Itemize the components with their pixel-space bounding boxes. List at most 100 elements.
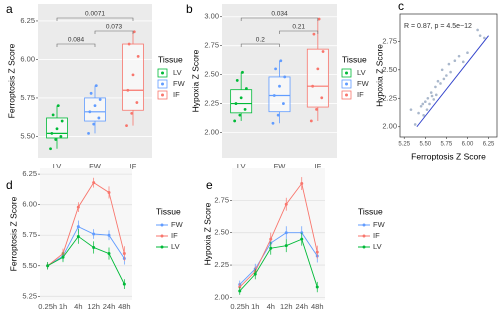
point [269,246,273,250]
point [92,122,96,126]
point [130,111,134,115]
y-tick-label: 2.25 [204,99,219,108]
point [54,138,58,141]
legend-dot [345,71,348,75]
point [409,108,413,111]
bracket [279,30,319,34]
point [483,36,486,40]
legend-dot [345,93,348,97]
x-tick-label: 48h [118,302,131,311]
p-value: 0.0071 [85,11,105,18]
x-tick-label: LV [53,162,62,171]
point [61,255,65,259]
x-tick-label: 1h [251,302,259,311]
point [284,202,288,206]
panel-letter: b [186,2,193,16]
point [284,231,288,235]
point [461,60,465,64]
point [92,181,96,185]
y-tick-label: 3.00 [204,12,219,21]
point [127,42,131,46]
point [271,121,275,125]
bracket [56,17,134,21]
y-tick-label: 5.75 [22,230,37,239]
series-line [239,182,318,288]
panel-letter: c [398,0,404,13]
y-tick-label: 2.50 [214,228,229,237]
point [98,98,102,101]
legend-label: IF [171,231,178,240]
point [107,252,111,256]
legend-label: IF [357,90,364,99]
legend-dot [161,71,164,75]
legend-label: LV [373,242,382,251]
point [239,96,243,100]
box [122,43,144,111]
point [300,182,304,186]
y-tick-label: 2.25 [214,260,229,269]
point [243,107,247,111]
legend-dot [161,82,164,86]
y-tick-label: 2.00 [382,122,397,131]
y-tick-label: 2.00 [214,292,229,301]
annotation: R = 0.87, p = 4.5e−12 [404,23,472,30]
plot-frame [399,13,498,138]
legend-title: Tissue [358,206,383,216]
y-tick-label: 2.75 [382,36,397,45]
point [49,147,52,151]
point [284,244,288,248]
point [92,232,96,236]
point [421,102,425,106]
point [316,67,320,71]
y-tick-label: 5.75 [20,93,35,102]
bracket [94,30,134,34]
point [131,73,135,77]
point [233,119,237,123]
x-tick-label: FW [274,162,287,171]
point [453,59,457,62]
point [466,51,469,55]
legend-title: Tissue [158,54,183,64]
x-tick-label: IF [314,162,321,171]
point [442,77,446,81]
legend-label: IF [173,90,180,99]
point [276,113,280,117]
point [107,190,111,194]
point [432,98,436,101]
y-tick-label: 2.25 [382,93,397,102]
point [309,119,313,123]
point [282,102,285,105]
point [315,107,318,111]
series-line [239,232,318,285]
y-axis-title: Hypoxia Z Score [374,44,384,107]
point [238,113,242,117]
y-tick-label: 6.25 [20,16,35,25]
y-tick-label: 6.25 [22,169,37,178]
y-axis-title: Ferroptosis Z Score [8,196,18,271]
point [283,75,287,79]
y-tick-label: 2.00 [204,128,219,137]
p-value: 0.21 [292,24,305,31]
box [268,76,291,113]
x-tick-label: 0.25h [230,302,249,311]
legend-dot [362,234,366,238]
point [269,237,273,241]
point [279,59,283,63]
p-value: 0.034 [271,11,288,18]
box [306,48,329,108]
y-axis-title: Ferroptosis Z Score [6,43,16,118]
point [126,88,130,92]
x-tick-label: 6.00 [462,142,474,148]
point [478,34,482,37]
legend-label: FW [173,79,186,88]
point [238,289,242,293]
point [445,74,448,77]
point [244,87,248,90]
point [46,264,50,268]
point [436,79,440,83]
x-tick-label: 5.75 [441,142,453,148]
y-tick-label: 5.50 [22,261,37,270]
point [311,84,315,88]
legend-dot [362,245,366,249]
